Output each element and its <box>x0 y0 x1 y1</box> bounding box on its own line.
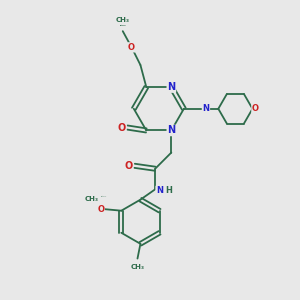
Text: methoxy: methoxy <box>119 25 126 26</box>
Text: H: H <box>165 186 172 195</box>
Text: O: O <box>118 122 126 133</box>
Text: O: O <box>97 205 104 214</box>
Text: N: N <box>156 186 163 195</box>
Text: methoxy: methoxy <box>121 21 127 22</box>
Text: CH₃: CH₃ <box>116 17 130 23</box>
Text: O: O <box>124 161 133 171</box>
Text: N: N <box>202 104 209 113</box>
Text: methoxy: methoxy <box>101 196 107 197</box>
Text: CH₃: CH₃ <box>85 196 99 202</box>
Text: N: N <box>167 82 175 92</box>
Text: N: N <box>167 125 175 136</box>
Text: CH₃: CH₃ <box>130 264 145 270</box>
Text: O: O <box>252 104 259 113</box>
Text: O: O <box>128 43 135 52</box>
